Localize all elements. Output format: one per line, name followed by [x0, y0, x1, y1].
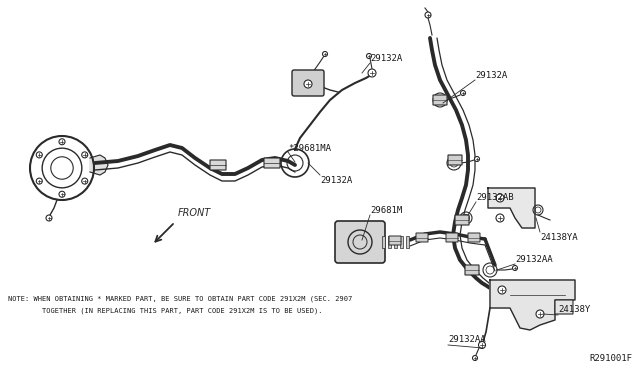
Text: 29132AA: 29132AA	[515, 256, 552, 264]
Text: NOTE: WHEN OBTAINING * MARKED PART, BE SURE TO OBTAIN PART CODE 291X2M (SEC. 290: NOTE: WHEN OBTAINING * MARKED PART, BE S…	[8, 295, 352, 301]
Polygon shape	[490, 280, 575, 330]
FancyBboxPatch shape	[555, 300, 573, 314]
Circle shape	[479, 341, 486, 349]
Circle shape	[461, 90, 465, 96]
Circle shape	[36, 152, 42, 158]
Circle shape	[474, 157, 479, 161]
FancyBboxPatch shape	[455, 215, 469, 225]
FancyBboxPatch shape	[468, 233, 480, 242]
Polygon shape	[394, 236, 397, 248]
Text: 29132AA: 29132AA	[448, 336, 486, 344]
FancyBboxPatch shape	[389, 236, 401, 245]
Text: 29132A: 29132A	[475, 71, 508, 80]
Circle shape	[304, 80, 312, 88]
Text: 24138YA: 24138YA	[540, 232, 578, 241]
Text: 29132A: 29132A	[370, 54, 403, 62]
FancyBboxPatch shape	[292, 70, 324, 96]
FancyBboxPatch shape	[446, 233, 458, 242]
Text: 29132A: 29132A	[320, 176, 352, 185]
FancyBboxPatch shape	[210, 160, 226, 170]
Polygon shape	[488, 188, 535, 228]
FancyBboxPatch shape	[264, 158, 280, 168]
Circle shape	[59, 139, 65, 145]
Text: FRONT: FRONT	[178, 208, 211, 218]
Circle shape	[82, 178, 88, 184]
Polygon shape	[388, 236, 391, 248]
Circle shape	[536, 310, 544, 318]
Text: 29132AB: 29132AB	[476, 192, 514, 202]
FancyBboxPatch shape	[433, 95, 447, 105]
Circle shape	[498, 286, 506, 294]
Polygon shape	[382, 236, 385, 248]
Circle shape	[496, 194, 504, 202]
Circle shape	[472, 356, 477, 360]
Circle shape	[496, 214, 504, 222]
Text: 24138Y: 24138Y	[558, 305, 590, 314]
Text: R291001F: R291001F	[589, 354, 632, 363]
FancyBboxPatch shape	[465, 265, 479, 275]
Circle shape	[82, 152, 88, 158]
Text: *29681MA: *29681MA	[288, 144, 331, 153]
Polygon shape	[406, 236, 409, 248]
Circle shape	[46, 215, 52, 221]
Text: 29681M: 29681M	[370, 205, 403, 215]
FancyBboxPatch shape	[448, 155, 462, 165]
Circle shape	[59, 191, 65, 197]
Circle shape	[36, 178, 42, 184]
Circle shape	[323, 51, 328, 57]
Circle shape	[368, 69, 376, 77]
Circle shape	[513, 266, 518, 270]
Text: TOGETHER (IN REPLACING THIS PART, PART CODE 291X2M IS TO BE USED).: TOGETHER (IN REPLACING THIS PART, PART C…	[8, 308, 323, 314]
Circle shape	[367, 54, 371, 58]
FancyBboxPatch shape	[335, 221, 385, 263]
Polygon shape	[90, 155, 108, 175]
Circle shape	[425, 12, 431, 18]
FancyBboxPatch shape	[416, 233, 428, 242]
Polygon shape	[400, 236, 403, 248]
